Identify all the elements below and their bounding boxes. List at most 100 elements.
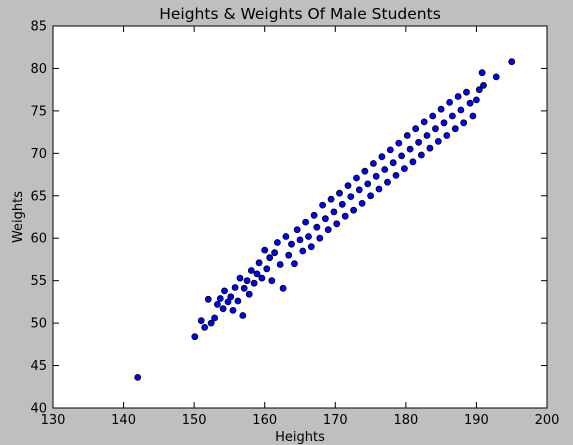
data-point bbox=[437, 105, 445, 113]
data-point bbox=[333, 220, 341, 228]
data-point bbox=[451, 125, 459, 133]
data-point bbox=[353, 174, 360, 182]
data-point bbox=[350, 206, 358, 214]
data-point bbox=[268, 277, 276, 285]
data-point bbox=[290, 260, 298, 268]
data-point bbox=[234, 297, 242, 305]
data-point bbox=[211, 314, 219, 322]
data-point bbox=[460, 119, 468, 127]
data-point bbox=[240, 284, 248, 292]
data-point bbox=[288, 240, 295, 248]
data-point bbox=[213, 300, 221, 308]
data-point bbox=[305, 233, 312, 240]
data-point bbox=[321, 215, 329, 223]
y-tick-label: 50 bbox=[30, 317, 47, 332]
data-point bbox=[191, 333, 199, 341]
y-tick-label: 45 bbox=[30, 359, 47, 374]
x-axis-title: Heights bbox=[275, 430, 325, 445]
data-point bbox=[358, 199, 366, 207]
x-tick-label: 180 bbox=[393, 413, 418, 428]
data-point bbox=[219, 305, 227, 313]
data-point bbox=[344, 182, 352, 190]
data-point bbox=[375, 185, 383, 193]
data-point bbox=[239, 312, 247, 319]
data-point bbox=[293, 226, 301, 234]
data-point bbox=[475, 86, 483, 94]
data-point bbox=[492, 73, 500, 81]
data-point bbox=[469, 112, 477, 120]
data-point bbox=[409, 158, 417, 166]
data-point bbox=[415, 138, 423, 146]
x-tick-label: 190 bbox=[464, 413, 489, 428]
data-point bbox=[395, 139, 403, 147]
data-point bbox=[279, 284, 287, 292]
y-tick-label: 60 bbox=[30, 232, 47, 247]
data-point bbox=[378, 153, 386, 161]
data-point bbox=[271, 249, 279, 257]
data-point bbox=[276, 261, 284, 268]
data-point bbox=[403, 132, 411, 139]
data-point bbox=[478, 69, 486, 77]
y-tick-label: 75 bbox=[30, 104, 47, 119]
data-point bbox=[432, 125, 439, 133]
plot-frame bbox=[52, 25, 548, 409]
data-point bbox=[201, 323, 209, 331]
data-point bbox=[384, 178, 391, 186]
data-point bbox=[472, 96, 480, 104]
data-point bbox=[443, 132, 451, 139]
data-point bbox=[406, 145, 414, 153]
data-point bbox=[261, 246, 269, 254]
data-point bbox=[216, 295, 224, 302]
data-point bbox=[386, 146, 394, 154]
data-point bbox=[224, 298, 232, 306]
y-tick-label: 40 bbox=[30, 402, 47, 417]
x-tick-label: 160 bbox=[252, 413, 277, 428]
data-point bbox=[258, 274, 266, 282]
data-point bbox=[316, 234, 324, 242]
data-point bbox=[420, 118, 428, 126]
data-point bbox=[389, 159, 397, 167]
data-point bbox=[134, 373, 142, 381]
data-point bbox=[463, 88, 470, 96]
data-point bbox=[480, 82, 487, 89]
data-point bbox=[446, 99, 454, 106]
data-point bbox=[429, 112, 437, 120]
data-point bbox=[250, 279, 258, 287]
y-tick-label: 55 bbox=[30, 274, 47, 289]
data-point bbox=[221, 287, 228, 295]
data-point bbox=[307, 243, 315, 251]
data-point bbox=[236, 274, 244, 282]
data-point bbox=[296, 236, 304, 244]
data-point bbox=[243, 277, 251, 285]
chart-title: Heights & Weights Of Male Students bbox=[159, 5, 441, 23]
plot-area bbox=[53, 26, 547, 408]
data-point bbox=[434, 137, 442, 145]
data-point bbox=[324, 226, 332, 234]
data-point bbox=[392, 171, 400, 179]
data-point bbox=[369, 160, 377, 167]
x-tick-label: 170 bbox=[323, 413, 348, 428]
data-point bbox=[231, 284, 239, 291]
data-point bbox=[400, 165, 408, 173]
data-point bbox=[310, 211, 318, 219]
data-point bbox=[330, 208, 338, 216]
data-point bbox=[423, 132, 431, 139]
x-tick-label: 150 bbox=[182, 413, 207, 428]
data-point bbox=[247, 267, 255, 274]
data-point bbox=[302, 218, 310, 226]
data-point bbox=[440, 119, 448, 127]
y-tick-label: 65 bbox=[30, 189, 47, 204]
data-point bbox=[341, 212, 349, 220]
data-point bbox=[338, 200, 346, 208]
data-point bbox=[347, 193, 355, 201]
data-point bbox=[355, 186, 363, 194]
data-point bbox=[319, 201, 327, 209]
data-point bbox=[266, 254, 274, 262]
data-point bbox=[263, 265, 271, 273]
scatter-points bbox=[134, 58, 516, 381]
data-point bbox=[466, 99, 474, 107]
data-point bbox=[412, 125, 420, 133]
data-point bbox=[454, 93, 462, 100]
data-point bbox=[253, 270, 261, 278]
